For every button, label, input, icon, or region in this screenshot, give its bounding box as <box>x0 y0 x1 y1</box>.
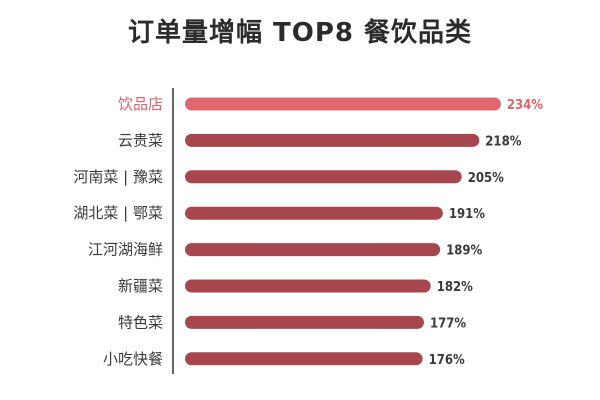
bar <box>185 206 443 220</box>
category-label: 云贵菜 <box>118 131 163 149</box>
value-label: 205% <box>468 171 504 186</box>
value-label: 189% <box>446 244 482 259</box>
value-label: 182% <box>437 280 473 295</box>
category-label: 小吃快餐 <box>103 350 163 368</box>
category-label: 特色菜 <box>118 313 163 331</box>
bar <box>185 279 431 293</box>
value-label: 177% <box>430 316 466 331</box>
chart-title: 订单量增幅 TOP8 餐饮品类 <box>127 18 473 48</box>
category-label: 河南菜 | 豫菜 <box>73 168 163 186</box>
category-label: 江河湖海鲜 <box>88 241 163 259</box>
value-label: 218% <box>485 134 521 149</box>
bar <box>185 352 423 366</box>
category-label: 湖北菜 | 鄂菜 <box>73 204 163 222</box>
bar <box>185 243 441 257</box>
value-label: 176% <box>429 353 465 368</box>
bar <box>185 97 501 111</box>
category-label: 新疆菜 <box>118 277 163 295</box>
bar <box>185 315 424 329</box>
value-label: 234% <box>507 98 543 113</box>
category-label: 饮品店 <box>118 95 163 113</box>
value-label: 191% <box>449 207 485 222</box>
bar <box>185 170 462 184</box>
bar <box>185 133 480 147</box>
